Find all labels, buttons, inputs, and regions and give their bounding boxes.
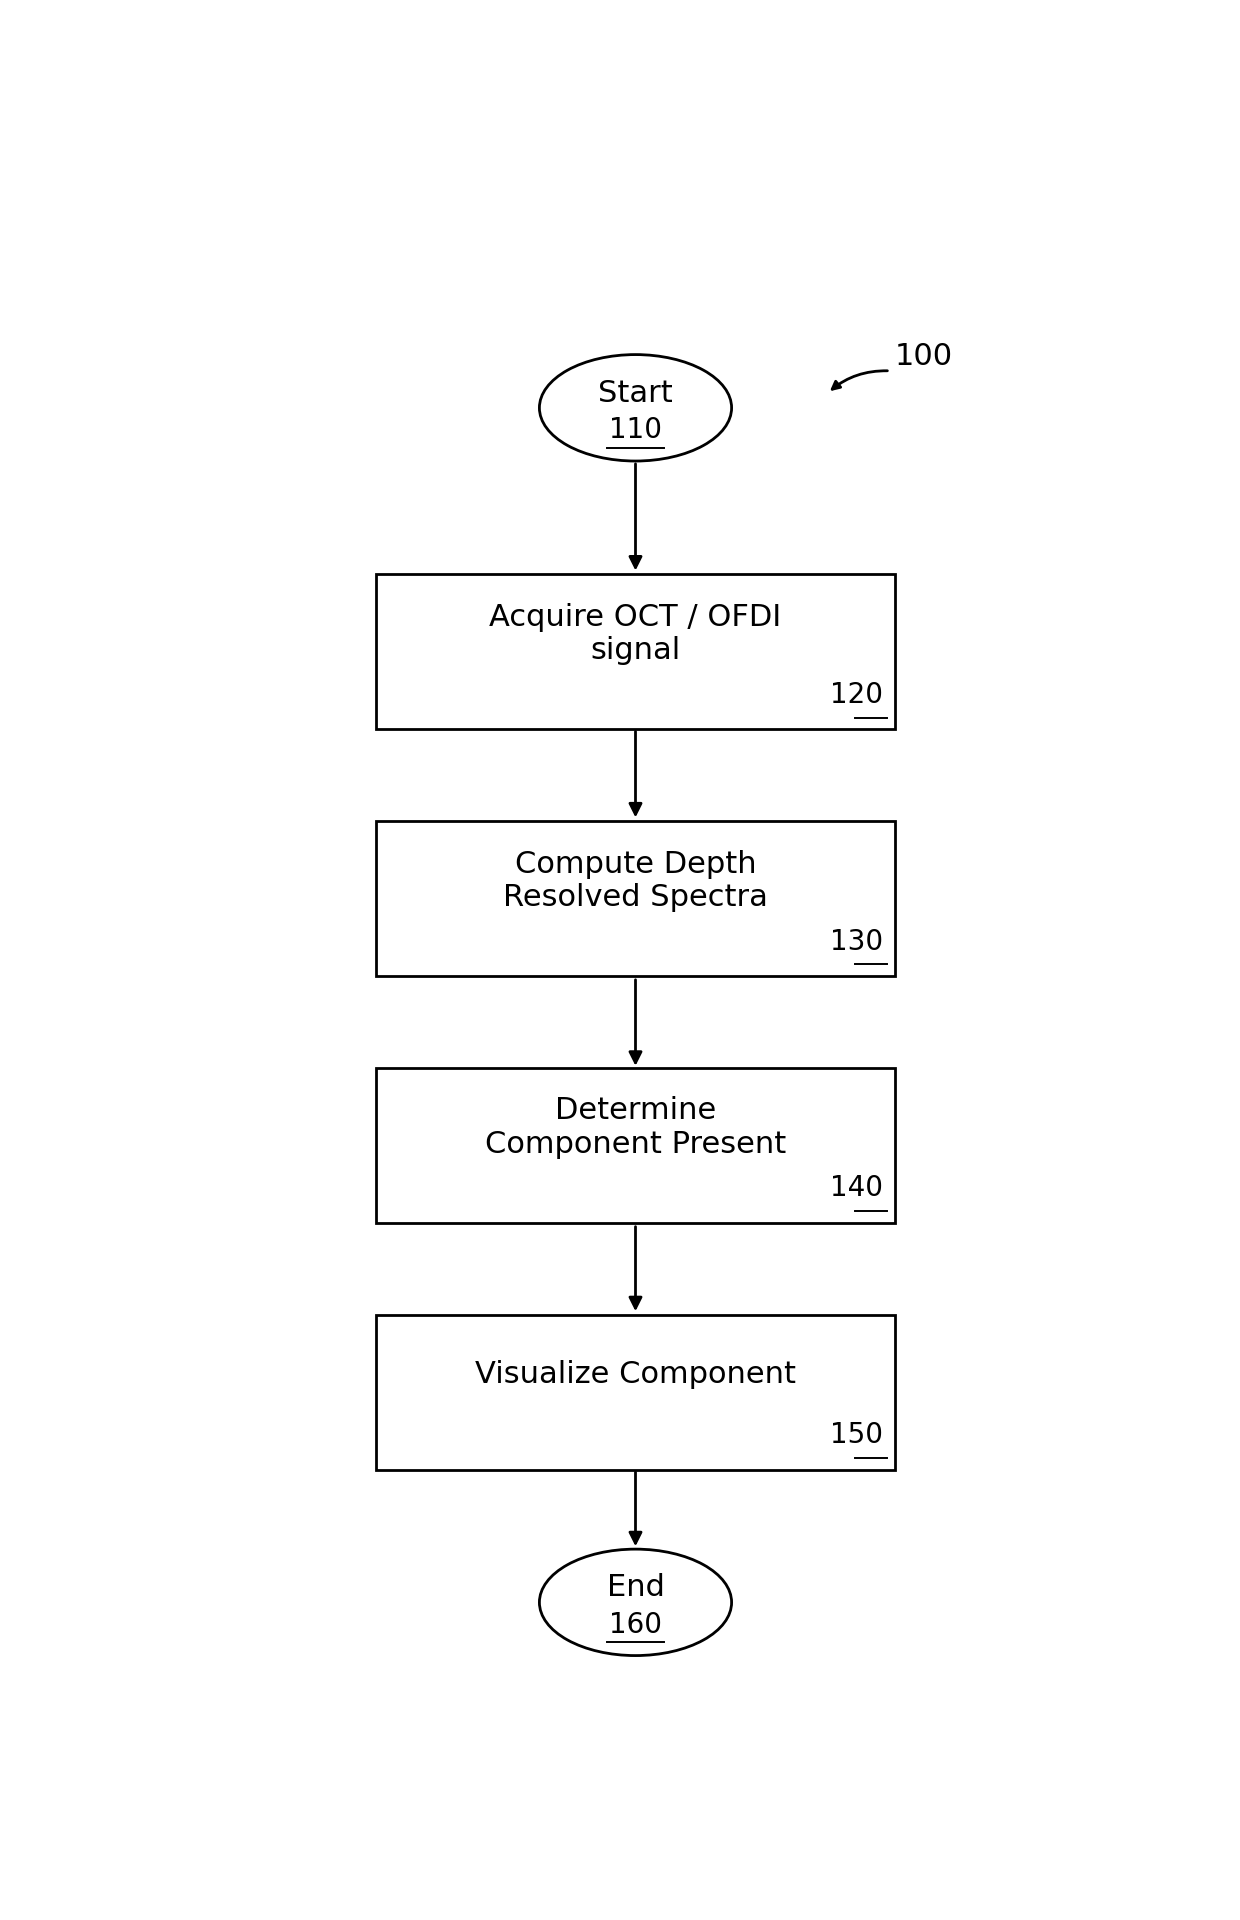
Text: End: End: [606, 1572, 665, 1601]
Ellipse shape: [539, 355, 732, 461]
Text: Determine
Component Present: Determine Component Present: [485, 1096, 786, 1160]
Text: 120: 120: [831, 682, 883, 708]
Text: 160: 160: [609, 1611, 662, 1638]
Text: Visualize Component: Visualize Component: [475, 1359, 796, 1390]
Text: 140: 140: [831, 1175, 883, 1202]
Text: 130: 130: [831, 927, 883, 956]
Text: Compute Depth
Resolved Spectra: Compute Depth Resolved Spectra: [503, 849, 768, 912]
FancyBboxPatch shape: [376, 574, 895, 730]
Text: 150: 150: [831, 1421, 883, 1450]
Text: Acquire OCT / OFDI
signal: Acquire OCT / OFDI signal: [490, 603, 781, 666]
FancyBboxPatch shape: [376, 1315, 895, 1471]
FancyBboxPatch shape: [376, 822, 895, 975]
Text: Start: Start: [598, 378, 673, 407]
Text: 110: 110: [609, 417, 662, 444]
FancyBboxPatch shape: [376, 1068, 895, 1223]
Ellipse shape: [539, 1549, 732, 1655]
Text: 100: 100: [895, 342, 952, 371]
